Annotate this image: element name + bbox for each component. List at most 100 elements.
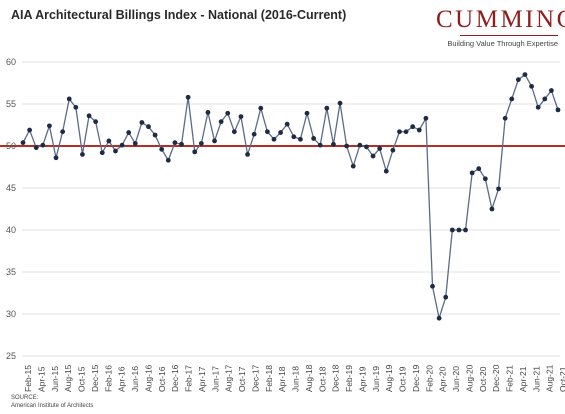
x-tick-label: Feb-15 bbox=[23, 365, 33, 392]
x-tick-label: Dec-16 bbox=[170, 364, 180, 392]
data-point bbox=[264, 129, 270, 135]
y-tick-label: 50 bbox=[6, 141, 16, 151]
data-point bbox=[456, 227, 462, 233]
x-tick-label: Jun-16 bbox=[130, 366, 140, 392]
x-tick-label: Aug-19 bbox=[384, 364, 394, 392]
series-line bbox=[22, 73, 559, 321]
x-tick-label: Jun-17 bbox=[210, 366, 220, 392]
x-tick-label: Apr-21 bbox=[518, 366, 528, 392]
y-tick-label: 25 bbox=[6, 351, 16, 361]
data-point bbox=[179, 141, 184, 147]
x-tick-label: Dec-20 bbox=[491, 364, 501, 392]
data-point bbox=[449, 227, 455, 233]
data-point bbox=[225, 110, 231, 116]
data-point bbox=[377, 146, 383, 151]
x-tick-label: Aug-21 bbox=[545, 364, 555, 392]
data-point bbox=[436, 315, 442, 321]
data-point bbox=[185, 94, 191, 100]
chart-title: AIA Architectural Billings Index - Natio… bbox=[11, 8, 347, 22]
source-text: American Institute of Architects bbox=[11, 403, 94, 409]
logo-tagline: Building Value Through Expertise bbox=[447, 39, 558, 48]
data-point bbox=[298, 136, 303, 142]
data-point bbox=[410, 124, 416, 130]
x-tick-label: Feb-18 bbox=[264, 365, 274, 392]
x-tick-label: Oct-18 bbox=[317, 366, 327, 392]
data-point bbox=[515, 77, 521, 83]
x-tick-label: Oct-15 bbox=[77, 366, 87, 392]
data-point bbox=[152, 132, 158, 138]
data-point bbox=[469, 170, 475, 176]
x-tick-label: Apr-16 bbox=[117, 366, 127, 392]
data-point bbox=[304, 110, 310, 116]
data-point bbox=[66, 96, 72, 102]
data-point bbox=[33, 145, 39, 151]
data-point bbox=[344, 143, 350, 149]
data-point bbox=[47, 123, 52, 129]
data-point bbox=[443, 294, 449, 300]
data-point bbox=[93, 119, 99, 125]
data-point bbox=[113, 148, 118, 154]
data-point bbox=[370, 153, 376, 159]
data-point bbox=[390, 147, 396, 153]
x-tick-label: Feb-17 bbox=[184, 365, 194, 392]
data-point bbox=[251, 131, 257, 137]
cumming-logo: CUMMING Building Value Through Expertise bbox=[436, 6, 565, 50]
x-tick-label: Oct-19 bbox=[398, 366, 408, 392]
data-point bbox=[245, 152, 250, 157]
data-point bbox=[423, 115, 429, 121]
data-point bbox=[364, 144, 369, 150]
x-tick-label: Apr-19 bbox=[357, 366, 367, 392]
y-tick-label: 45 bbox=[6, 183, 16, 193]
logo-wordmark: CUMMING bbox=[436, 6, 565, 33]
data-point bbox=[278, 130, 283, 135]
data-point bbox=[529, 83, 534, 89]
data-point bbox=[99, 150, 105, 156]
x-tick-label: Oct-20 bbox=[478, 366, 488, 392]
x-tick-label: Feb-21 bbox=[505, 365, 515, 392]
x-tick-label: Jun-19 bbox=[371, 366, 381, 392]
y-tick-label: 60 bbox=[6, 57, 16, 67]
data-point bbox=[271, 136, 277, 142]
data-point bbox=[60, 129, 66, 135]
x-tick-label: Jun-21 bbox=[531, 366, 541, 392]
data-point bbox=[317, 142, 323, 148]
data-point bbox=[311, 136, 317, 141]
x-tick-label: Apr-15 bbox=[36, 366, 46, 392]
x-axis-ticks: Feb-15 Apr-15 Jun-15 Aug-15 Oct-15 Dec-15 Feb-… bbox=[23, 364, 565, 392]
data-point bbox=[430, 283, 435, 289]
data-point bbox=[40, 142, 46, 148]
data-point bbox=[172, 140, 178, 146]
data-point bbox=[535, 104, 541, 110]
data-point bbox=[218, 119, 224, 125]
x-tick-label: Aug-18 bbox=[304, 364, 314, 392]
data-point bbox=[192, 149, 198, 155]
data-point bbox=[403, 129, 409, 135]
series-group bbox=[20, 72, 561, 321]
data-point bbox=[357, 142, 363, 148]
x-tick-label: Dec-17 bbox=[250, 364, 260, 392]
x-tick-label: Feb-16 bbox=[103, 365, 113, 392]
data-point bbox=[324, 105, 330, 111]
data-point bbox=[119, 142, 125, 148]
data-point bbox=[397, 129, 402, 135]
data-point bbox=[416, 127, 422, 133]
data-point bbox=[126, 130, 132, 135]
data-point bbox=[476, 166, 482, 172]
x-tick-label: Oct-17 bbox=[237, 366, 247, 392]
data-point bbox=[284, 121, 290, 127]
data-point bbox=[139, 120, 145, 125]
x-tick-label: Apr-20 bbox=[438, 366, 448, 392]
x-tick-label: Feb-19 bbox=[344, 365, 354, 392]
x-tick-label: Dec-15 bbox=[90, 364, 100, 392]
data-point bbox=[383, 168, 389, 174]
x-tick-label: Apr-17 bbox=[197, 366, 207, 392]
data-point bbox=[555, 107, 561, 113]
data-point bbox=[509, 96, 515, 102]
y-tick-label: 30 bbox=[6, 309, 16, 319]
x-tick-label: Feb-20 bbox=[424, 365, 434, 392]
data-point bbox=[20, 140, 26, 146]
data-point bbox=[205, 110, 211, 115]
data-point bbox=[73, 104, 79, 110]
data-point bbox=[496, 186, 501, 192]
